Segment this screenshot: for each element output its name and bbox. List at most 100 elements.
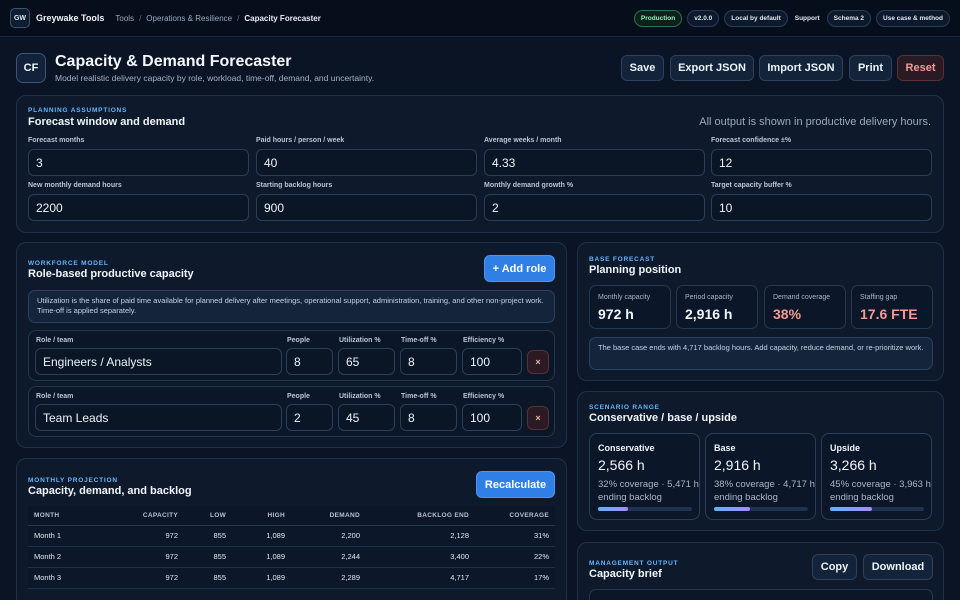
section-kicker: Planning assumptions — [28, 107, 128, 114]
remove-role-button[interactable]: × — [527, 350, 549, 374]
table-cell: 17% — [475, 567, 555, 589]
table-cell: 4,717 — [366, 567, 475, 589]
scenario-detail: 45% coverage · 3,963 h ending backlog — [830, 479, 931, 503]
support-link[interactable]: Support — [794, 14, 820, 22]
role-name-input[interactable]: Engineers / Analysts — [35, 348, 282, 375]
timeoff-input[interactable]: 8 — [400, 348, 457, 375]
scenario-detail: 32% coverage · 5,471 h ending backlog — [598, 479, 699, 503]
greywake-logo[interactable]: GW — [10, 8, 30, 28]
management-output-panel: Management output Capacity brief Copy Do… — [577, 542, 944, 600]
table-row: Month 2 972 855 1,089 2,244 3,400 22% — [28, 546, 555, 568]
recalculate-button[interactable]: Recalculate — [476, 471, 555, 498]
forecast-confidence-input[interactable]: 12 — [711, 149, 932, 176]
utilization-input[interactable]: 65 — [338, 348, 395, 375]
import-json-button[interactable]: Import JSON — [759, 55, 843, 81]
demand-growth-input[interactable]: 2 — [484, 194, 705, 221]
timeoff-label: Time-off % — [401, 393, 437, 400]
paid-hours-input[interactable]: 40 — [256, 149, 477, 176]
field-label: Paid hours / person / week — [256, 137, 345, 144]
reset-button[interactable]: Reset — [897, 55, 944, 81]
efficiency-label: Efficiency % — [463, 337, 505, 344]
table-cell: 22% — [475, 546, 555, 568]
field-label: Target capacity buffer % — [711, 182, 792, 189]
column-header: Month — [28, 506, 106, 526]
section-kicker: Workforce model — [28, 260, 109, 267]
breadcrumb-current: Capacity Forecaster — [244, 13, 321, 23]
breadcrumb-tools[interactable]: Tools — [115, 13, 135, 23]
efficiency-input[interactable]: 100 — [462, 348, 522, 375]
table-cell: 3,400 — [366, 546, 475, 568]
table-cell: 1,089 — [232, 525, 291, 547]
version-badge: v2.0.0 — [687, 9, 720, 27]
efficiency-input[interactable]: 100 — [462, 404, 522, 431]
table-cell: 855 — [184, 525, 232, 547]
scenario-hours: 3,266 h — [830, 457, 877, 473]
column-header: Demand — [291, 506, 366, 526]
monthly-projection-panel: Monthly projection Capacity, demand, and… — [16, 458, 567, 600]
role-label: Role / team — [36, 337, 74, 344]
utilization-label: Utilization % — [339, 337, 381, 344]
table-cell: 855 — [184, 567, 232, 589]
scenario-card-base: Base 2,916 h 38% coverage · 4,717 h endi… — [705, 433, 816, 520]
monthly-capacity-stat: Monthly capacity 972 h — [589, 285, 671, 329]
period-capacity-stat: Period capacity 2,916 h — [676, 285, 758, 329]
coverage-bar — [598, 507, 692, 511]
brand-name[interactable]: Greywake Tools — [36, 13, 105, 23]
role-name-input[interactable]: Team Leads — [35, 404, 282, 431]
export-json-button[interactable]: Export JSON — [670, 55, 754, 81]
download-button[interactable]: Download — [863, 554, 933, 580]
utilization-info: Utilization is the share of paid time av… — [28, 290, 555, 323]
capacity-buffer-input[interactable]: 10 — [711, 194, 932, 221]
top-bar: GW Greywake Tools Tools / Operations & R… — [0, 0, 960, 37]
stat-value: 2,916 h — [685, 306, 733, 322]
timeoff-input[interactable]: 8 — [400, 404, 457, 431]
close-icon: × — [535, 357, 541, 367]
scenario-detail: 38% coverage · 4,717 h ending backlog — [714, 479, 815, 503]
demand-coverage-stat: Demand coverage 38% — [764, 285, 846, 329]
stat-label: Period capacity — [685, 294, 733, 301]
output-units-note: All output is shown in productive delive… — [699, 116, 931, 128]
table-cell: 972 — [106, 525, 184, 547]
table-header-row: Month Capacity Low High Demand Backlog e… — [28, 506, 555, 526]
table-row: Month 1 972 855 1,089 2,200 2,128 31% — [28, 525, 555, 547]
role-label: Role / team — [36, 393, 74, 400]
copy-button[interactable]: Copy — [812, 554, 857, 580]
print-button[interactable]: Print — [849, 55, 892, 81]
coverage-bar-fill — [830, 507, 873, 511]
remove-role-button[interactable]: × — [527, 406, 549, 430]
use-case-method-link[interactable]: Use case & method — [876, 9, 950, 27]
add-role-button[interactable]: + Add role — [484, 255, 555, 282]
breadcrumb: Tools / Operations & Resilience / Capaci… — [115, 14, 320, 23]
field-label: Forecast confidence ±% — [711, 137, 792, 144]
table-cell: Month 3 — [28, 567, 106, 589]
utilization-input[interactable]: 45 — [338, 404, 395, 431]
timeoff-label: Time-off % — [401, 337, 437, 344]
scenario-hours: 2,566 h — [598, 457, 645, 473]
coverage-bar — [830, 507, 924, 511]
column-header: High — [232, 506, 291, 526]
stat-value: 17.6 FTE — [860, 306, 918, 322]
starting-backlog-input[interactable]: 900 — [256, 194, 477, 221]
monthly-demand-input[interactable]: 2200 — [28, 194, 249, 221]
close-icon: × — [535, 413, 541, 423]
breadcrumb-operations[interactable]: Operations & Resilience — [146, 13, 233, 23]
capacity-brief-output — [589, 589, 933, 600]
base-forecast-panel: Base forecast Planning position Monthly … — [577, 242, 944, 381]
section-kicker: Management output — [589, 560, 679, 567]
field-label: Starting backlog hours — [256, 182, 333, 189]
people-input[interactable]: 8 — [286, 348, 333, 375]
forecast-months-input[interactable]: 3 — [28, 149, 249, 176]
column-header: Capacity — [106, 506, 184, 526]
table-cell: 1,089 — [232, 567, 291, 589]
environment-badge: Production — [633, 9, 683, 27]
field-label: Monthly demand growth % — [484, 182, 574, 189]
save-button[interactable]: Save — [621, 55, 664, 81]
section-title: Capacity brief — [589, 568, 662, 580]
people-input[interactable]: 2 — [286, 404, 333, 431]
table-cell: 2,289 — [291, 567, 366, 589]
section-title: Role-based productive capacity — [28, 268, 194, 280]
breadcrumb-separator: / — [237, 13, 240, 23]
app-logo: CF — [16, 53, 46, 83]
weeks-per-month-input[interactable]: 4.33 — [484, 149, 705, 176]
table-cell: Month 1 — [28, 525, 106, 547]
